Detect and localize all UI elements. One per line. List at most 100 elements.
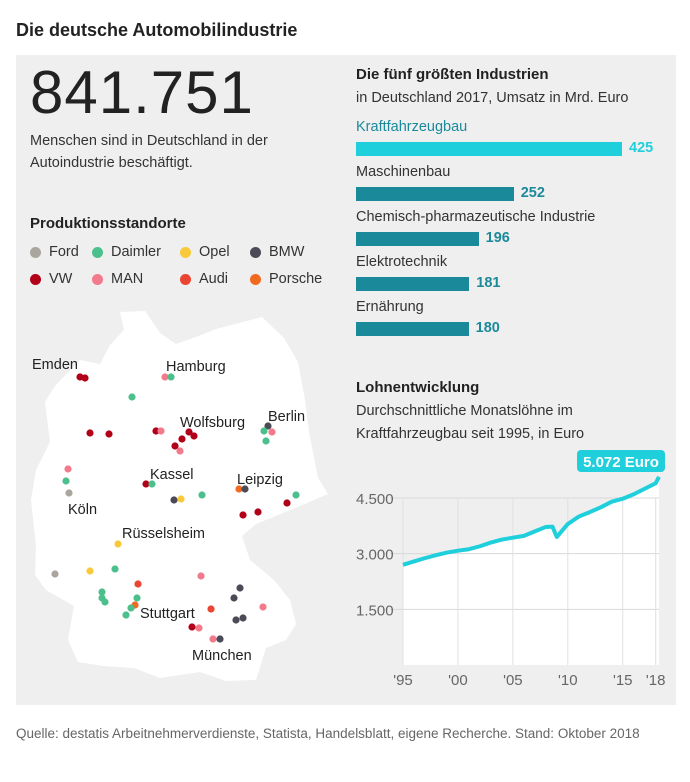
plant-dot-daimler bbox=[127, 604, 135, 612]
legend-dot-icon bbox=[250, 273, 261, 285]
legend-dot-icon bbox=[92, 273, 103, 285]
plant-dot-vw bbox=[283, 499, 291, 507]
plant-dot-daimler bbox=[167, 373, 175, 381]
plant-dot-vw bbox=[239, 511, 247, 519]
plant-dot-man bbox=[161, 373, 169, 381]
city-label: Emden bbox=[32, 357, 78, 373]
bar-value: 180 bbox=[475, 320, 500, 336]
x-tick-label: '10 bbox=[558, 672, 578, 689]
plant-dot-vw bbox=[81, 374, 89, 382]
employment-number: 841.751 bbox=[30, 59, 254, 126]
bar bbox=[356, 142, 622, 156]
legend-item-ford: Ford bbox=[30, 244, 79, 260]
city-label: Wolfsburg bbox=[180, 415, 245, 431]
bar-value: 181 bbox=[476, 275, 501, 291]
plant-dot-bmw bbox=[170, 496, 178, 504]
bar-label: Kraftfahrzeugbau bbox=[356, 119, 468, 135]
city-label: Kassel bbox=[150, 467, 194, 483]
bar-value: 252 bbox=[520, 185, 545, 201]
bar-label: Chemisch-pharmazeutische Industrie bbox=[356, 209, 596, 225]
plant-dot-opel bbox=[177, 495, 185, 503]
plant-dot-vw bbox=[185, 428, 193, 436]
plant-dot-daimler bbox=[122, 611, 130, 619]
page-title: Die deutsche Automobilindustrie bbox=[16, 20, 298, 40]
plant-dot-bmw bbox=[236, 584, 244, 592]
city-label: Stuttgart bbox=[140, 606, 195, 622]
plant-dot-man bbox=[197, 572, 205, 580]
source-note: Quelle: destatis Arbeitnehmerverdienste,… bbox=[16, 726, 640, 741]
legend-label: Daimler bbox=[111, 244, 161, 260]
y-tick-label: 3.000 bbox=[356, 547, 394, 564]
plant-dot-vw bbox=[188, 623, 196, 631]
plant-dot-daimler bbox=[98, 588, 106, 596]
legend-label: VW bbox=[49, 271, 73, 287]
legend-label: BMW bbox=[269, 244, 305, 260]
plant-dot-man bbox=[195, 624, 203, 632]
plant-dot-man bbox=[64, 465, 72, 473]
annotation-badge bbox=[577, 450, 665, 472]
legend-item-opel: Opel bbox=[180, 244, 230, 260]
legend-dot-icon bbox=[250, 246, 261, 258]
bar bbox=[356, 322, 469, 336]
plant-dot-audi bbox=[134, 580, 142, 588]
plant-dot-porsche bbox=[235, 485, 243, 493]
line-chart: 1.500 3.000 4.500 '95 '00 '05 '10 '15 '18 5.072 E… bbox=[356, 450, 666, 689]
plant-dot-ford bbox=[65, 489, 73, 497]
plant-dot-daimler bbox=[198, 491, 206, 499]
city-label: München bbox=[192, 648, 252, 664]
city-label: Rüsselsheim bbox=[122, 526, 205, 542]
legend-item-bmw: BMW bbox=[250, 244, 304, 260]
plant-dot-vw bbox=[178, 435, 186, 443]
x-tick-label: '15 bbox=[613, 672, 633, 689]
area-fill bbox=[403, 476, 659, 665]
bar-value: 425 bbox=[629, 140, 654, 156]
city-label: Leipzig bbox=[237, 472, 283, 488]
bar-label: Maschinenbau bbox=[356, 164, 451, 180]
plant-dot-ford bbox=[51, 570, 59, 578]
plant-dot-bmw bbox=[230, 594, 238, 602]
legend-label: Porsche bbox=[269, 271, 323, 287]
employment-text: Menschen sind in Deutschland in der Auto… bbox=[30, 133, 268, 171]
y-tick-label: 4.500 bbox=[356, 491, 394, 508]
legend-dot-icon bbox=[92, 246, 103, 258]
plant-dot-bmw bbox=[216, 635, 224, 643]
x-tick-label: '18 bbox=[646, 672, 666, 689]
legend-label: Opel bbox=[199, 244, 230, 260]
bar-label: Elektrotechnik bbox=[356, 254, 448, 270]
legend-dot-icon bbox=[30, 246, 41, 258]
plant-dot-daimler bbox=[260, 427, 268, 435]
plant-dot-vw bbox=[152, 427, 160, 435]
plant-dot-daimler bbox=[101, 598, 109, 606]
plant-dot-opel bbox=[86, 567, 94, 575]
plant-dot-daimler bbox=[133, 594, 141, 602]
plant-dot-daimler bbox=[128, 393, 136, 401]
annotation-label: 5.072 Euro bbox=[583, 454, 659, 471]
plant-dot-vw bbox=[190, 432, 198, 440]
city-label: Berlin bbox=[268, 409, 305, 425]
city-label: Köln bbox=[68, 502, 97, 518]
bar-label: Ernährung bbox=[356, 299, 424, 315]
plant-dot-man bbox=[209, 635, 217, 643]
bar bbox=[356, 277, 470, 291]
legend-item-porsche: Porsche bbox=[250, 271, 322, 287]
plant-dot-man bbox=[176, 447, 184, 455]
plant-dot-opel bbox=[114, 540, 122, 548]
bar-chart-subtitle: in Deutschland 2017, Umsatz in Mrd. Euro bbox=[356, 90, 629, 106]
plant-dot-bmw bbox=[264, 422, 272, 430]
legend-label: Audi bbox=[199, 271, 229, 287]
plant-dot-bmw bbox=[239, 614, 247, 622]
map-title: Produktionsstandorte bbox=[30, 215, 186, 232]
x-tick-label: '05 bbox=[503, 672, 523, 689]
plant-dot-daimler bbox=[62, 477, 70, 485]
bar bbox=[356, 187, 514, 201]
bar-value: 196 bbox=[485, 230, 510, 246]
x-tick-label: '00 bbox=[448, 672, 468, 689]
legend-item-man: MAN bbox=[92, 271, 143, 287]
bar-chart-title: Die fünf größten Industrien bbox=[356, 66, 549, 83]
plant-dot-vw bbox=[86, 429, 94, 437]
legend-label: MAN bbox=[111, 271, 144, 287]
plant-dot-bmw bbox=[241, 485, 249, 493]
plant-dot-man bbox=[268, 428, 276, 436]
plant-dot-daimler bbox=[292, 491, 300, 499]
legend-dot-icon bbox=[180, 246, 191, 258]
